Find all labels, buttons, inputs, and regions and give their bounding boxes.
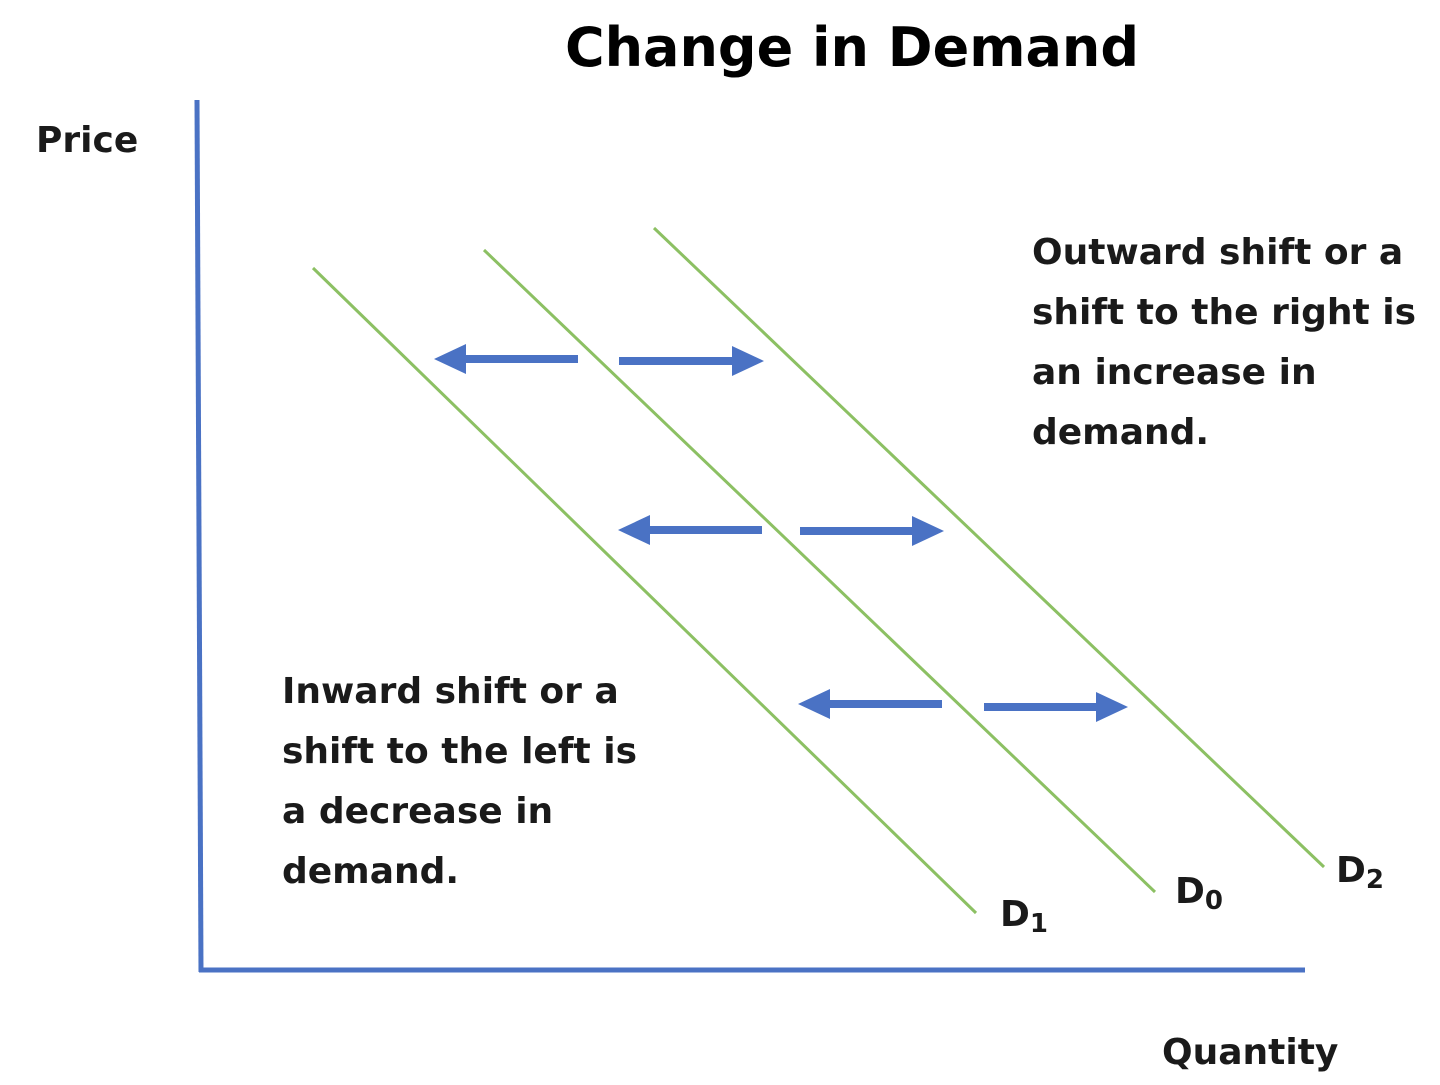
shift-arrow-right-top — [619, 346, 764, 376]
shift-arrow-left-bottom — [798, 689, 942, 719]
price-axis — [194, 99, 204, 973]
increase-note-line: demand. — [1032, 412, 1209, 453]
decrease-note-line: demand. — [282, 851, 459, 892]
decrease-note-line: Inward shift or a — [282, 671, 619, 712]
increase-note-line: Outward shift or a — [1032, 232, 1403, 273]
curve-label-d2: D2 — [1336, 850, 1384, 895]
price-axis-label: Price — [36, 120, 138, 161]
decrease-note-line: a decrease in — [282, 791, 553, 832]
quantity-axis-label: Quantity — [1162, 1032, 1338, 1073]
diagram-title: Change in Demand — [565, 16, 1139, 79]
demand-curve-d0 — [482, 248, 1157, 894]
decrease-note: Inward shift or a shift to the left is a… — [282, 671, 650, 892]
shift-arrow-left-top — [434, 344, 578, 374]
curve-label-d1: D1 — [1000, 894, 1048, 939]
increase-note-line: an increase in — [1032, 352, 1317, 393]
shift-arrow-right-middle — [800, 516, 944, 546]
decrease-note-line: shift to the left is — [282, 731, 637, 772]
shift-arrow-left-middle — [618, 515, 762, 545]
curve-label-d0: D0 — [1175, 871, 1223, 916]
increase-note-line: shift to the right is — [1032, 292, 1416, 333]
demand-curve-d2 — [652, 226, 1326, 869]
shift-arrow-right-bottom — [984, 692, 1128, 722]
demand-curve-d1 — [311, 266, 978, 915]
increase-note: Outward shift or a shift to the right is… — [1032, 232, 1429, 453]
